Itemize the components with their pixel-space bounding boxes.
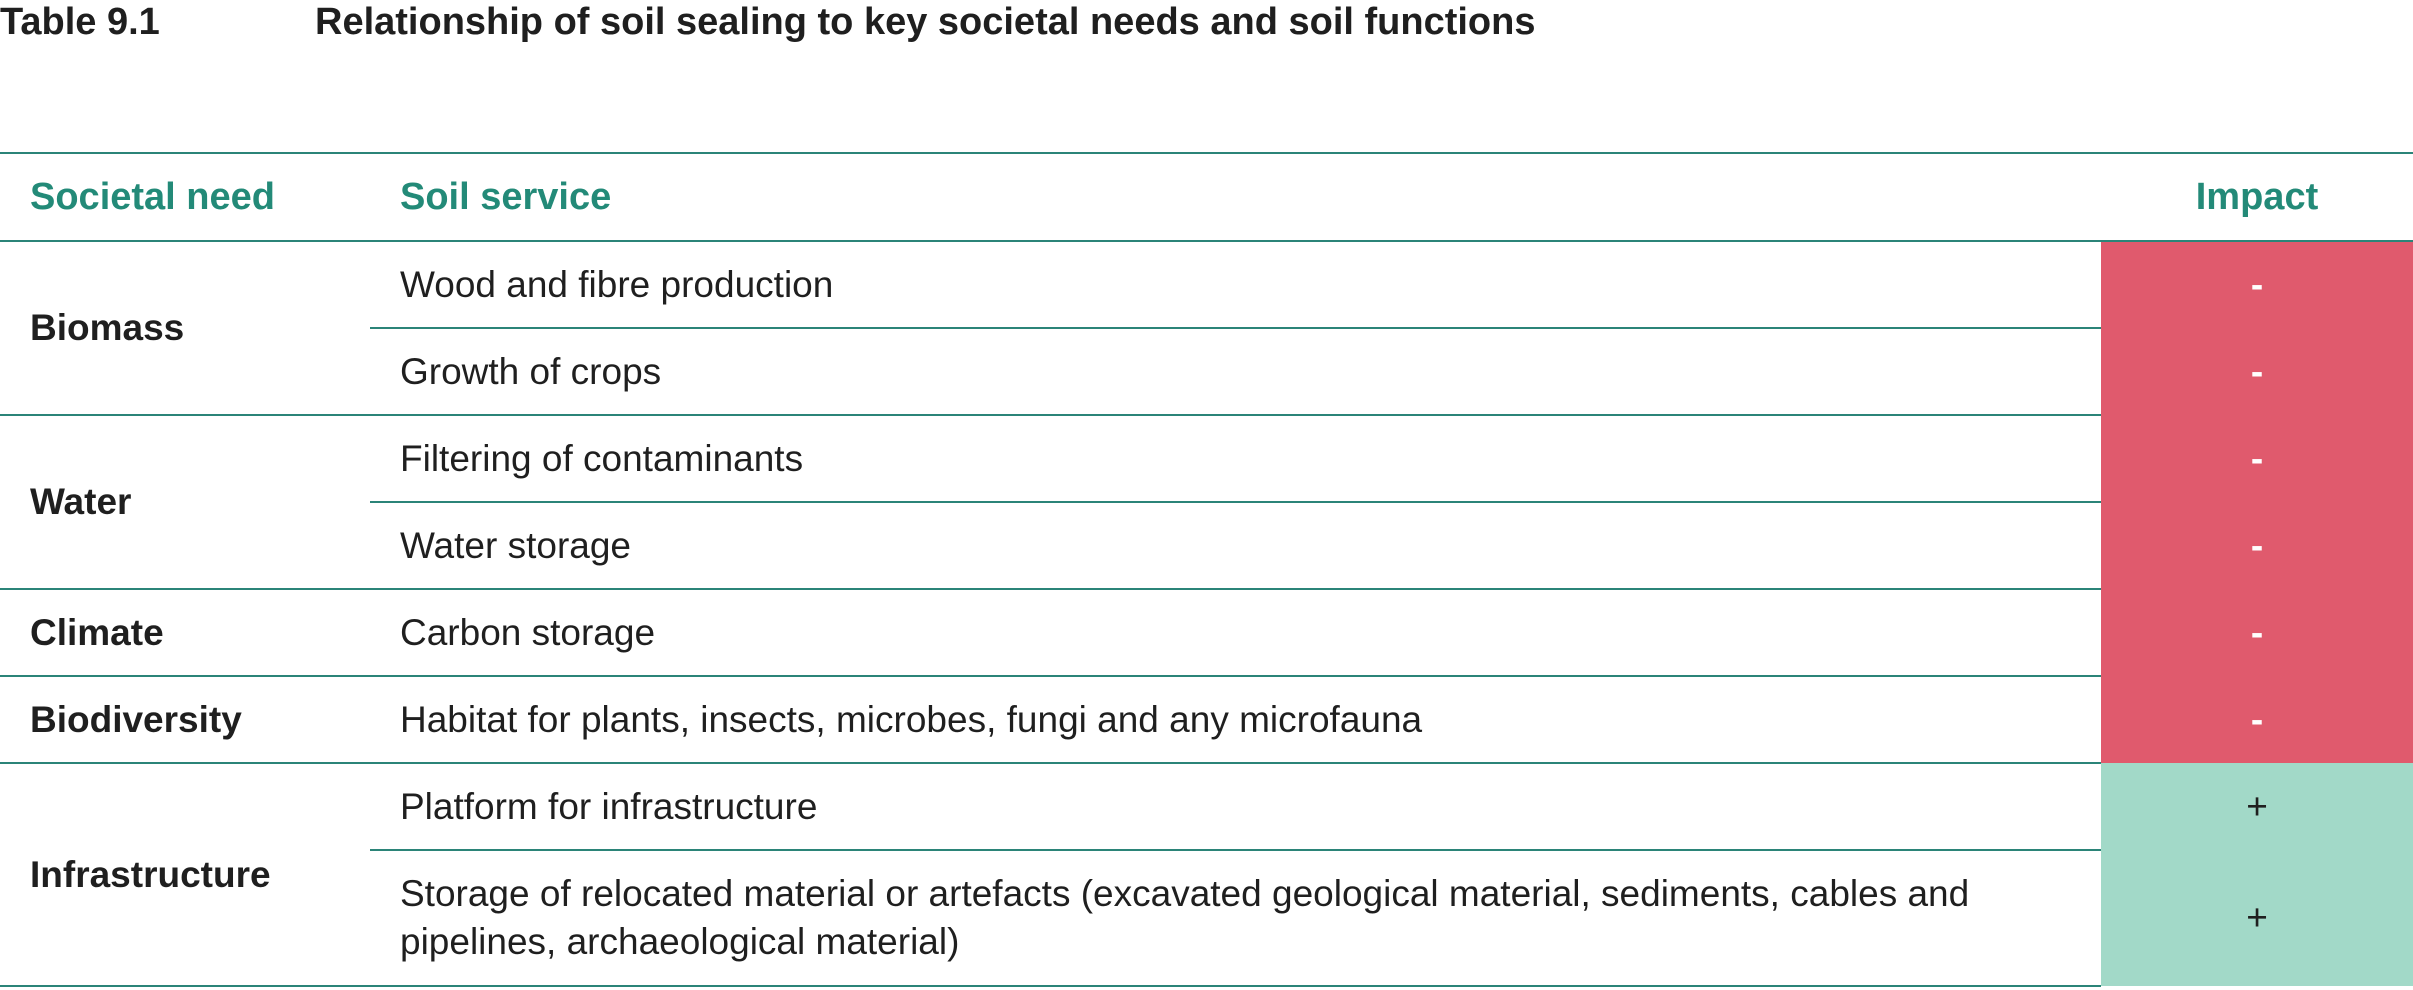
header-soil-service: Soil service — [370, 153, 2101, 242]
soil-service-cell: Habitat for plants, insects, microbes, f… — [370, 676, 2101, 764]
soil-service-cell: Storage of relocated material or artefac… — [370, 850, 2101, 987]
table-row: Water Filtering of contaminants - — [0, 415, 2413, 590]
soil-service-cell: Growth of crops — [370, 328, 2101, 416]
header-impact: Impact — [2101, 153, 2413, 242]
soil-service-cell: Carbon storage — [370, 589, 2101, 677]
societal-need-cell: Climate — [0, 589, 370, 677]
table-row: Biodiversity Habitat for plants, insects… — [0, 676, 2413, 764]
impact-cell: - — [2101, 502, 2413, 589]
impact-cell: + — [2101, 763, 2413, 850]
impact-cell: - — [2101, 415, 2413, 502]
soil-service-cell: Platform for infrastructure — [370, 763, 2101, 851]
table-row: Biomass Wood and fibre production - — [0, 241, 2413, 416]
impact-cell: - — [2101, 676, 2413, 763]
soil-service-cell: Wood and fibre production — [370, 241, 2101, 329]
societal-need-cell: Biomass — [0, 241, 370, 416]
impact-cell: - — [2101, 328, 2413, 415]
table-row: Climate Carbon storage - — [0, 589, 2413, 677]
societal-need-cell: Water — [0, 415, 370, 590]
table-row: Water storage - — [0, 502, 2413, 590]
table-row: Storage of relocated material or artefac… — [0, 850, 2413, 987]
impact-cell: - — [2101, 589, 2413, 676]
societal-need-cell: Biodiversity — [0, 676, 370, 764]
table-row: Growth of crops - — [0, 328, 2413, 416]
soil-sealing-table: Societal need Soil service Impact Biomas… — [0, 152, 2413, 987]
soil-service-cell: Filtering of contaminants — [370, 415, 2101, 503]
soil-service-cell: Water storage — [370, 502, 2101, 590]
societal-need-cell: Infrastructure — [0, 763, 370, 987]
table-number: Table 9.1 — [0, 1, 160, 43]
table-row: Infrastructure Platform for infrastructu… — [0, 763, 2413, 987]
header-row: Societal need Soil service Impact — [0, 153, 2413, 242]
table-title: Relationship of soil sealing to key soci… — [315, 1, 1536, 43]
impact-cell: - — [2101, 241, 2413, 328]
header-societal-need: Societal need — [0, 153, 370, 242]
impact-cell: + — [2101, 850, 2413, 986]
